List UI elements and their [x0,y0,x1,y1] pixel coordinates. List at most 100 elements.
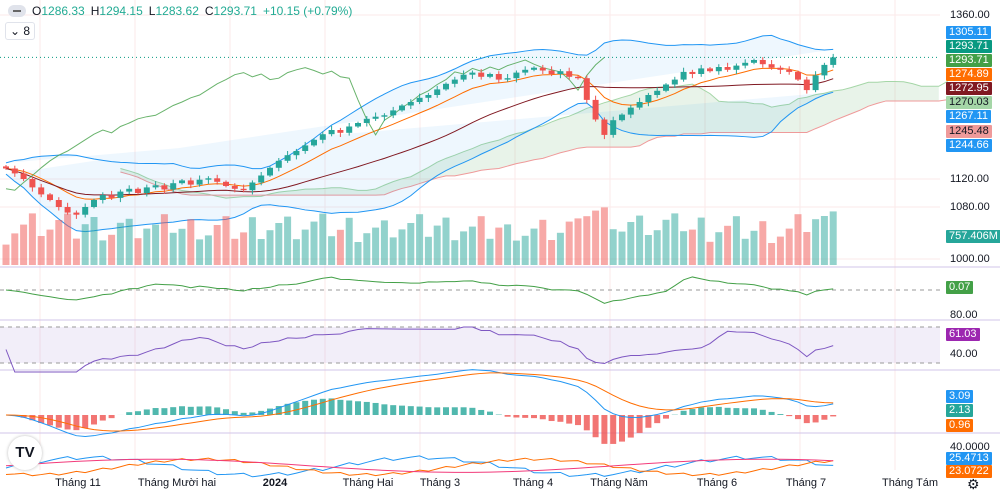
volume-bar [345,217,353,265]
candle [707,68,713,72]
macd-histogram-bar [258,410,265,415]
macd-histogram-bar [654,415,661,424]
ichimoku-cloud [886,81,895,101]
volume-bar [706,241,714,265]
volume-bar [301,229,309,265]
volume-bar [231,238,239,265]
macd-histogram-bar [161,408,168,415]
volume-bar [477,216,485,265]
candle [108,195,115,198]
volume-bar [108,234,116,265]
macd-histogram-bar [645,415,652,428]
ichimoku-cloud [850,85,860,114]
candle [363,118,370,123]
macd-histogram-bar [143,409,150,415]
macd-tag: 3.09 [946,390,974,403]
candle [610,120,617,135]
macd-histogram-bar [830,415,837,417]
candle [258,175,265,183]
macd-histogram-bar [504,415,511,417]
candle [319,134,326,140]
candle [161,185,168,190]
macd-histogram-bar [390,405,397,415]
volume-bar [372,227,380,265]
macd-histogram-bar [170,407,177,415]
macd-histogram-bar [795,415,801,420]
candle [689,71,696,74]
ichimoku-cloud [534,125,543,160]
candle [513,72,520,79]
volume-bar [574,218,582,265]
candle [601,119,608,135]
ichimoku-cloud [419,167,429,184]
candle [47,194,53,200]
candle [487,74,493,77]
volume-bar [776,236,784,265]
candle [284,155,291,161]
time-axis-label: Tháng 7 [785,477,827,489]
macd-histogram-bar [275,406,282,415]
candle [566,71,573,77]
volume-bar [433,225,441,265]
macd-histogram-bar [601,415,608,444]
candle [55,200,62,207]
time-axis-label: Tháng 3 [419,477,461,489]
ichimoku-cloud [692,84,702,134]
candle [663,84,669,91]
dmi-tag: 23.0722 [946,465,992,478]
gear-icon[interactable]: ⚙ [967,476,980,492]
ichimoku-cloud [806,94,816,133]
candle [733,65,740,70]
volume-bar [46,229,54,265]
volume-bar [644,235,652,265]
rsi-band [0,327,940,363]
candle [627,107,634,115]
candle [671,79,678,85]
ichimoku-cloud [736,102,746,133]
volume-bar [398,229,406,265]
volume-bar [653,230,661,265]
macd-line [5,369,834,437]
volume-tag: 757.406M [946,230,1000,243]
volume-bar [803,232,811,265]
hide-legend-icon[interactable] [8,5,26,17]
ichimoku-cloud [718,101,728,133]
macd-histogram-bar [135,411,141,415]
macd-histogram-bar [91,415,97,425]
volume-bar [521,235,529,265]
candle [504,78,511,80]
candle [223,181,229,186]
candle [311,139,317,146]
candle [557,71,564,74]
tradingview-logo[interactable]: TV [8,436,42,470]
volume-bar [363,233,371,265]
candle [460,74,467,80]
macd-histogram-bar [733,408,740,415]
candle [812,75,819,91]
volume-bar [750,230,758,265]
candle [425,95,432,98]
volume-bar [178,228,186,265]
candle [592,99,599,120]
rsi-line [5,326,834,373]
ichimoku-cloud [393,178,402,192]
price-tag: 1293.71 [946,54,992,67]
candle [469,72,476,75]
indicators-collapse-button[interactable]: ⌄ 8 [5,22,36,40]
volume-bar [240,232,248,265]
macd-histogram-bar [108,415,115,419]
ichimoku-cloud [437,158,446,178]
candle [768,64,775,68]
volume-bar [592,210,600,265]
volume-bar [248,217,256,265]
macd-histogram-bar [187,406,194,415]
candle [698,68,705,74]
volume-bar [292,239,300,265]
bollinger-lower [5,91,834,233]
macd-histogram-bar [751,408,757,415]
candle [355,123,361,127]
macd-histogram-bar [152,408,159,415]
volume-bar [213,225,221,265]
candle [548,70,555,74]
